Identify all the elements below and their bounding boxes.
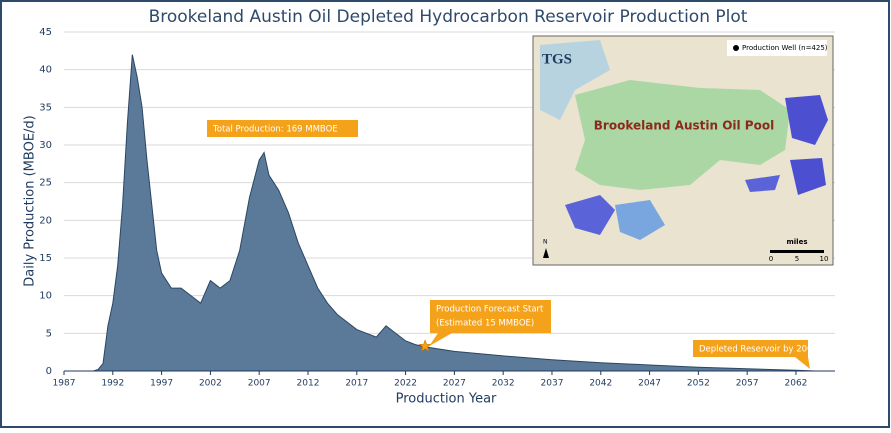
y-tick-label: 15 <box>39 253 52 264</box>
x-tick-label: 2042 <box>589 379 612 389</box>
y-axis-label: Daily Production (MBOE/d) <box>23 115 38 286</box>
x-tick-label: 1987 <box>53 379 76 389</box>
map-scale-tick: 5 <box>795 255 799 263</box>
annotation-text: (Estimated 15 MMBOE) <box>436 319 534 329</box>
x-tick-label: 1992 <box>101 379 124 389</box>
map-label: Brookeland Austin Oil Pool <box>594 119 774 133</box>
y-tick-label: 20 <box>39 215 52 226</box>
y-tick-label: 10 <box>39 291 52 302</box>
map-field <box>565 195 615 235</box>
area <box>64 54 816 372</box>
y-tick-label: 0 <box>46 366 52 377</box>
y-tick-label: 35 <box>39 102 52 113</box>
map-field <box>785 95 828 145</box>
y-tick-label: 40 <box>39 65 52 76</box>
y-tick-label: 25 <box>39 178 52 189</box>
map-field <box>745 175 780 192</box>
plot: 0 5 10 15 20 25 30 35 40 45 1987 1992 1997 2002 2007 20… <box>39 27 835 389</box>
x-tick-label: 2012 <box>297 379 320 389</box>
x-tick-label: 2032 <box>492 379 515 389</box>
annotation-text: Total Production: 169 MMBOE <box>212 125 338 135</box>
forecast-start-marker <box>418 339 432 352</box>
map-scale-title: miles <box>786 238 807 246</box>
x-tick-label: 2017 <box>345 379 368 389</box>
annotation-text: Depleted Reservoir by 2062 <box>699 345 818 355</box>
map-legend: Production Well (n=425) <box>742 44 828 52</box>
x-tick-label: 2007 <box>248 379 271 389</box>
x-tick-label: 2047 <box>638 379 661 389</box>
map-legend-dot <box>733 45 739 51</box>
x-tick-label: 2022 <box>394 379 417 389</box>
map-pool <box>575 80 790 190</box>
map-scale-bar <box>770 250 824 253</box>
map-field <box>790 158 826 195</box>
x-tick-label: 2062 <box>785 379 808 389</box>
chart-title: Brookeland Austin Oil Depleted Hydrocarb… <box>149 7 748 27</box>
x-tick-label: 2052 <box>687 379 710 389</box>
x-axis-label: Production Year <box>396 392 497 407</box>
annotation-box <box>693 340 808 357</box>
map-scale-tick: 0 <box>769 255 773 263</box>
map-north: N <box>543 239 548 246</box>
map-scale-tick: 10 <box>820 255 829 263</box>
annotation-box <box>207 120 358 137</box>
x-tick-label: 2037 <box>541 379 564 389</box>
x-tick-label: 2027 <box>443 379 466 389</box>
y-tick-label: 5 <box>46 328 52 339</box>
map-logo: TGS <box>542 51 572 67</box>
annotation-pointer <box>795 357 810 369</box>
map-field <box>615 200 665 240</box>
y-tick-label: 45 <box>39 27 52 38</box>
north-arrow <box>543 248 549 258</box>
x-tick-label: 2002 <box>199 379 222 389</box>
annotation-pointer <box>429 333 452 347</box>
annotation-text: Production Forecast Start <box>436 305 544 315</box>
map-inset: Production Well (n=425) TGS Brookeland A… <box>532 35 834 266</box>
x-tick-label: 2057 <box>736 379 759 389</box>
y-tick-label: 30 <box>39 140 52 151</box>
map-legend-bg <box>727 40 827 56</box>
x-tick-label: 1997 <box>150 379 173 389</box>
map-water <box>540 40 610 120</box>
annotation-box <box>430 300 551 333</box>
